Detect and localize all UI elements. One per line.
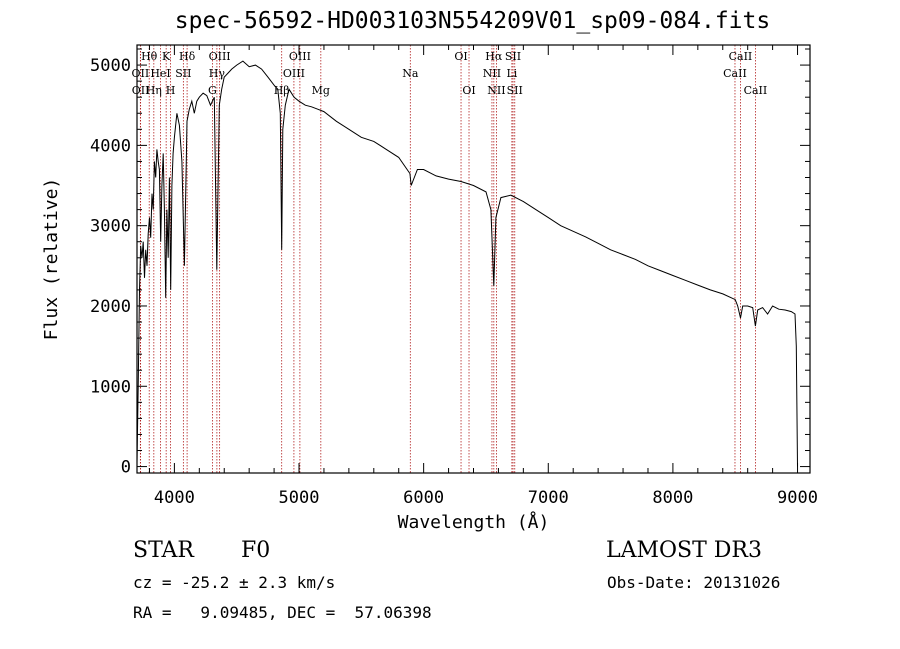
line-label-sii: SII [507, 84, 523, 97]
line-label-nii: NII [483, 67, 501, 80]
x-axis-title: Wavelength (Å) [398, 511, 550, 533]
object-subclass: F0 [241, 538, 271, 563]
axis-ticks: 4000 5000 6000 7000 8000 9000 0 1000 2000 3000 400… [90, 45, 818, 508]
line-label-sii: SII [175, 67, 191, 80]
line-label-hθ: Hθ [141, 50, 158, 63]
line-label-oi: OI [454, 50, 467, 63]
line-label-mg: Mg [312, 84, 330, 97]
line-label-hβ: Hβ [274, 84, 290, 97]
x-tick-label: 8000 [652, 488, 693, 508]
y-tick-label: 4000 [90, 136, 131, 156]
y-tick-label: 3000 [90, 217, 131, 237]
spectrum-line [136, 60, 798, 467]
redshift-info: cz = -25.2 ± 2.3 km/s [133, 573, 336, 592]
coordinates: RA = 9.09485, DEC = 57.06398 [133, 603, 432, 622]
observation-date: Obs-Date: 20131026 [607, 573, 781, 592]
line-label-hη: Hη [146, 84, 162, 97]
line-label-oi: OI [462, 84, 475, 97]
line-label-g: G [208, 84, 217, 97]
line-label-hei: HeI [150, 67, 170, 80]
y-tick-label: 0 [121, 458, 131, 478]
line-label-caii: CaII [729, 50, 753, 63]
line-label-hα: Hα [485, 50, 503, 63]
x-tick-label: 4000 [154, 488, 195, 508]
plot-frame [136, 44, 811, 474]
line-label-hγ: Hγ [209, 67, 226, 80]
y-tick-label: 1000 [90, 377, 131, 397]
emission-line-markers [139, 45, 756, 473]
y-axis-title: Flux (relative) [41, 178, 62, 341]
line-label-oiii: OIII [283, 67, 305, 80]
line-label-oii: OII [132, 67, 150, 80]
line-label-oiii: OIII [209, 50, 231, 63]
y-tick-label: 2000 [90, 297, 131, 317]
survey-name: LAMOST DR3 [606, 538, 762, 563]
line-label-k: K [162, 50, 171, 63]
x-tick-label: 9000 [777, 488, 818, 508]
line-label-h: H [166, 84, 176, 97]
line-label-nii: NII [487, 84, 505, 97]
y-tick-label: 5000 [90, 56, 131, 76]
object-class: STAR [133, 538, 194, 563]
chart-title: spec-56592-HD003103N554209V01_sp09-084.f… [174, 8, 771, 34]
x-tick-label: 7000 [528, 488, 569, 508]
line-label-caii: CaII [723, 67, 747, 80]
line-label-hδ: Hδ [179, 50, 196, 63]
line-label-na: Na [402, 67, 419, 80]
line-label-caii: CaII [744, 84, 768, 97]
line-label-li: Li [506, 67, 517, 80]
line-label-oiii: OIII [289, 50, 311, 63]
line-label-sii: SII [505, 50, 521, 63]
line-label-oii: OII [132, 84, 150, 97]
x-tick-label: 5000 [279, 488, 320, 508]
x-tick-label: 6000 [403, 488, 444, 508]
